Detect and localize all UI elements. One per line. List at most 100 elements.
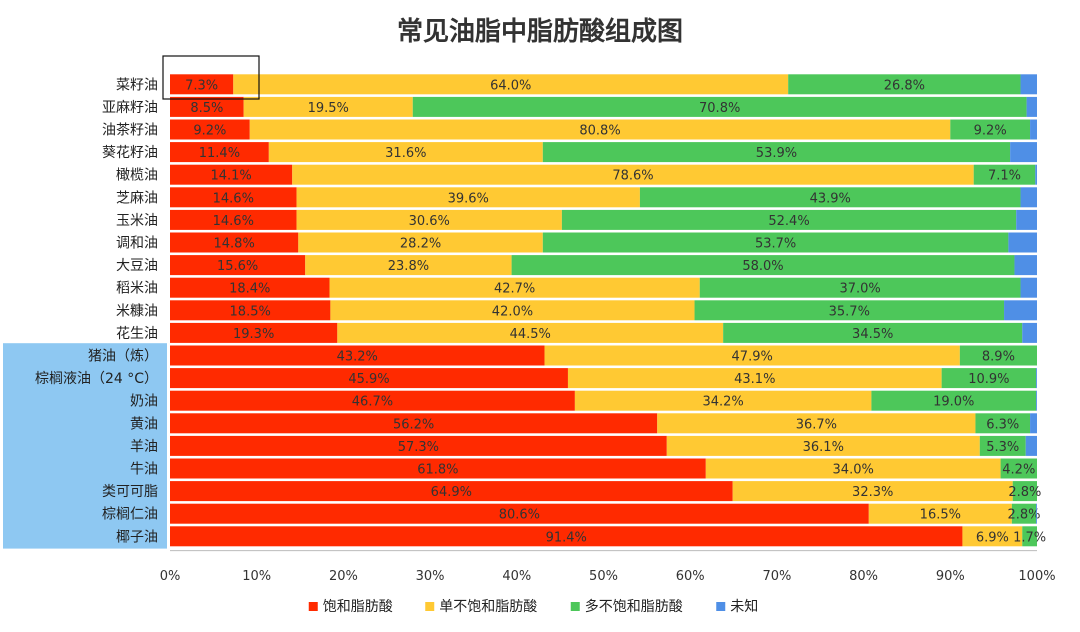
bar-segment — [639, 187, 1021, 208]
category-label: 椰子油 — [116, 529, 158, 545]
data-label: 4.2% — [1002, 463, 1035, 478]
data-label: 37.0% — [839, 282, 880, 297]
bar-segment — [567, 368, 942, 389]
bar-segment — [170, 413, 658, 434]
bar-segment — [170, 164, 293, 185]
bar-segment — [170, 345, 545, 366]
bar-segment — [170, 119, 250, 140]
bar-segment — [170, 300, 331, 321]
bar-segment — [292, 164, 974, 185]
x-tick-label: 60% — [676, 569, 705, 584]
legend-entry: 多不饱和脂肪酸 — [585, 598, 683, 615]
category-label: 菜籽油 — [116, 77, 158, 93]
legend-swatch — [425, 602, 435, 611]
category-label: 大豆油 — [116, 258, 158, 274]
data-label: 9.2% — [974, 124, 1007, 139]
data-label: 19.0% — [933, 395, 974, 410]
bar-segment — [1020, 277, 1037, 298]
category-label: 葵花籽油 — [102, 145, 158, 161]
data-label: 6.3% — [986, 417, 1019, 432]
category-label: 牛油 — [130, 462, 158, 478]
bar-segment — [170, 368, 568, 389]
bar-segment — [170, 481, 733, 502]
bar-segment — [962, 526, 1023, 547]
data-label: 64.9% — [431, 485, 472, 500]
bar-segment — [950, 119, 1031, 140]
data-label: 31.6% — [385, 146, 426, 161]
data-label: 18.4% — [229, 282, 270, 297]
bar-segment — [868, 503, 1012, 524]
data-label: 36.1% — [803, 440, 844, 455]
data-label: 8.5% — [190, 101, 223, 116]
bar-segment — [170, 390, 575, 411]
data-label: 42.0% — [492, 304, 533, 319]
data-label: 70.8% — [699, 101, 740, 116]
bar-segment — [170, 277, 330, 298]
bar-segment — [574, 390, 872, 411]
data-label: 28.2% — [400, 237, 441, 252]
data-label: 45.9% — [348, 372, 389, 387]
x-tick-label: 90% — [936, 569, 965, 584]
category-label: 奶油 — [130, 394, 158, 410]
data-label: 7.3% — [185, 78, 218, 93]
data-label: 26.8% — [884, 78, 925, 93]
data-label: 61.8% — [417, 463, 458, 478]
x-tick-label: 80% — [849, 569, 878, 584]
data-label: 39.6% — [448, 191, 489, 206]
data-label: 47.9% — [732, 350, 773, 365]
bar-segment — [666, 435, 980, 456]
data-label: 91.4% — [546, 530, 587, 545]
data-label: 18.5% — [230, 304, 271, 319]
data-label: 43.2% — [337, 350, 378, 365]
bar-segment — [233, 74, 789, 95]
highlight-band — [3, 343, 167, 549]
data-label: 53.9% — [756, 146, 797, 161]
x-tick-label: 20% — [329, 569, 358, 584]
data-label: 2.8% — [1007, 508, 1040, 523]
bar-segment — [170, 435, 667, 456]
category-label: 芝麻油 — [116, 190, 158, 206]
bar-segment — [699, 277, 1021, 298]
bar-segment — [170, 209, 297, 230]
legend-entry: 单不饱和脂肪酸 — [439, 599, 537, 615]
data-label: 34.0% — [833, 463, 874, 478]
data-label: 2.8% — [1008, 485, 1041, 500]
bar-segment — [305, 255, 512, 276]
data-label: 5.3% — [986, 440, 1019, 455]
data-label: 15.6% — [217, 259, 258, 274]
data-label: 78.6% — [612, 169, 653, 184]
annotation-box — [162, 55, 260, 100]
category-label: 羊油 — [130, 439, 158, 455]
bar-segment — [1004, 300, 1037, 321]
bar-segment — [1030, 119, 1037, 140]
bar-segment — [975, 413, 1031, 434]
data-label: 8.9% — [982, 350, 1015, 365]
data-label: 43.9% — [810, 191, 851, 206]
legend-swatch — [308, 602, 318, 611]
x-tick-label: 100% — [1018, 569, 1055, 584]
data-label: 32.3% — [852, 485, 893, 500]
bar-segment — [296, 187, 640, 208]
chart-title: 常见油脂中脂肪酸组成图 — [397, 16, 683, 47]
data-label: 53.7% — [755, 237, 796, 252]
bar-segment — [243, 96, 413, 117]
data-label: 46.7% — [352, 395, 393, 410]
bar-segment — [1020, 187, 1037, 208]
data-label: 43.1% — [734, 372, 775, 387]
legend-swatch — [570, 602, 580, 611]
x-tick-label: 50% — [589, 569, 618, 584]
bar-segment — [1026, 96, 1037, 117]
category-label: 玉米油 — [116, 213, 158, 229]
category-label: 棕榈仁油 — [102, 507, 158, 523]
bar-segment — [1008, 232, 1037, 253]
category-label: 米糠油 — [116, 302, 158, 319]
bar-segment — [1030, 413, 1037, 434]
data-label: 23.8% — [388, 259, 429, 274]
data-label: 34.5% — [852, 327, 893, 342]
x-tick-label: 40% — [502, 569, 531, 584]
bar-segment — [959, 345, 1037, 366]
bar-segment — [170, 187, 297, 208]
category-label: 黄油 — [130, 415, 158, 432]
bar-segment — [1011, 503, 1037, 524]
